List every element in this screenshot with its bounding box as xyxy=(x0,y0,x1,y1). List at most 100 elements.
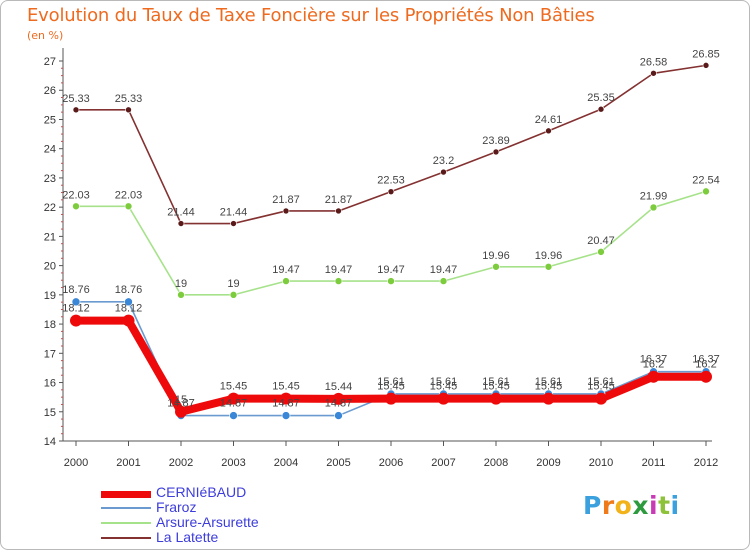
data-label-fraroz: 18.76 xyxy=(62,284,90,296)
data-point-arsure-arsurette xyxy=(177,291,185,299)
x-tick-label: 2010 xyxy=(589,457,613,469)
data-label-cerni-baud: 15 xyxy=(175,394,187,406)
y-tick-label: 17 xyxy=(44,348,56,360)
data-label-arsure-arsurette: 22.03 xyxy=(115,189,143,201)
data-point-la-latette xyxy=(702,62,710,69)
data-point-arsure-arsurette xyxy=(387,277,395,285)
data-label-cerni-baud: 18.12 xyxy=(62,303,90,315)
y-tick-label: 18 xyxy=(44,319,56,331)
data-label-la-latette: 26.58 xyxy=(640,56,668,68)
data-label-arsure-arsurette: 19.47 xyxy=(325,264,353,276)
data-point-la-latette xyxy=(650,69,657,77)
data-point-la-latette xyxy=(440,168,447,176)
line-chart: 14 15 16 17 18 19 20 21 22 23 24 25 26 27 2000 2001 2002… xyxy=(44,48,720,469)
data-point-cerni-baud xyxy=(490,392,502,405)
y-tick-label: 14 xyxy=(44,436,56,448)
data-label-la-latette: 25.33 xyxy=(62,93,90,105)
data-label-arsure-arsurette: 21.99 xyxy=(640,190,668,202)
x-tick-label: 2004 xyxy=(274,457,298,469)
x-tick-label: 2008 xyxy=(484,457,508,469)
data-label-la-latette: 21.87 xyxy=(325,194,353,206)
legend-swatch-cerniebaud xyxy=(101,491,151,498)
data-label-cerni-baud: 15.45 xyxy=(482,381,510,393)
series-line-la-latette xyxy=(75,64,707,225)
data-point-arsure-arsurette xyxy=(124,202,133,211)
y-tick-label: 23 xyxy=(44,173,56,185)
data-label-arsure-arsurette: 20.47 xyxy=(587,235,615,247)
data-label-cerni-baud: 15.45 xyxy=(220,381,248,393)
data-label-la-latette: 25.33 xyxy=(115,93,143,105)
x-tick-label: 2003 xyxy=(221,457,245,469)
data-point-fraroz xyxy=(229,411,238,420)
data-label-la-latette: 21.87 xyxy=(272,194,300,206)
data-point-arsure-arsurette xyxy=(544,262,553,271)
data-point-cerni-baud xyxy=(542,392,555,405)
data-point-la-latette xyxy=(72,106,80,114)
data-label-la-latette: 26.85 xyxy=(692,48,720,60)
y-tick-label: 25 xyxy=(44,114,56,126)
y-tick-label: 27 xyxy=(44,56,56,68)
y-tick-label: 20 xyxy=(44,261,56,273)
data-label-arsure-arsurette: 19.47 xyxy=(377,264,405,276)
data-label-cerni-baud: 15.45 xyxy=(377,381,405,393)
data-point-la-latette xyxy=(230,220,237,227)
data-point-la-latette xyxy=(282,207,290,215)
y-axis-unit: (en %) xyxy=(27,29,64,42)
logo-letter: x xyxy=(632,491,649,520)
x-tick-label: 2002 xyxy=(169,457,193,469)
data-point-cerni-baud xyxy=(595,392,607,405)
data-point-cerni-baud xyxy=(385,392,397,405)
data-point-arsure-arsurette xyxy=(72,202,80,211)
data-label-la-latette: 21.44 xyxy=(167,207,195,219)
y-tick-label: 16 xyxy=(44,378,56,390)
data-label-la-latette: 25.35 xyxy=(587,92,615,104)
data-label-arsure-arsurette: 19 xyxy=(227,278,239,290)
data-point-cerni-baud xyxy=(227,392,240,405)
data-label-la-latette: 22.53 xyxy=(377,175,405,187)
x-tick-label: 2007 xyxy=(431,457,455,469)
x-tick-label: 2000 xyxy=(64,457,88,469)
y-tick-label: 15 xyxy=(44,407,56,419)
x-tick-label: 2005 xyxy=(326,457,350,469)
data-point-fraroz xyxy=(71,297,81,307)
data-label-la-latette: 23.2 xyxy=(433,155,454,167)
data-point-la-latette xyxy=(492,148,500,156)
data-label-cerni-baud: 16.2 xyxy=(695,359,716,371)
legend-label-cerniebaud: CERNIéBAUD xyxy=(156,484,247,500)
data-point-arsure-arsurette xyxy=(649,203,658,212)
x-tick-label: 2012 xyxy=(694,457,718,469)
data-label-fraroz: 14.87 xyxy=(325,398,353,410)
data-point-fraroz xyxy=(124,297,133,307)
y-tick-label: 26 xyxy=(44,85,56,97)
data-point-la-latette xyxy=(597,105,605,113)
data-point-cerni-baud xyxy=(437,392,450,405)
data-point-arsure-arsurette xyxy=(334,277,343,285)
data-label-fraroz: 14.87 xyxy=(220,398,248,410)
data-label-fraroz: 16.37 xyxy=(692,354,720,366)
data-label-cerni-baud: 15.44 xyxy=(325,381,353,393)
logo-letter: t xyxy=(658,491,671,520)
data-label-arsure-arsurette: 19.96 xyxy=(535,250,563,262)
data-label-arsure-arsurette: 19.47 xyxy=(430,264,458,276)
logo-letter: r xyxy=(601,491,615,520)
data-label-fraroz: 15.61 xyxy=(535,376,563,388)
y-tick-label: 21 xyxy=(44,231,56,243)
data-point-la-latette xyxy=(177,220,185,227)
data-label-cerni-baud: 15.45 xyxy=(272,381,300,393)
logo-letter: i xyxy=(649,491,659,520)
data-point-la-latette xyxy=(387,188,395,195)
data-label-la-latette: 21.44 xyxy=(220,207,248,219)
data-point-cerni-baud xyxy=(647,370,660,383)
data-label-fraroz: 15.61 xyxy=(377,376,405,388)
data-point-arsure-arsurette xyxy=(439,277,448,285)
y-tick-label: 22 xyxy=(44,202,56,214)
data-label-arsure-arsurette: 19.47 xyxy=(272,264,300,276)
data-label-fraroz: 15.61 xyxy=(430,376,458,388)
y-tick-label: 24 xyxy=(44,144,56,156)
data-point-cerni-baud xyxy=(175,405,187,418)
data-point-arsure-arsurette xyxy=(229,291,238,299)
data-label-fraroz: 18.76 xyxy=(115,284,143,296)
data-label-cerni-baud: 15.45 xyxy=(430,381,458,393)
x-tick-label: 2006 xyxy=(379,457,403,469)
data-point-arsure-arsurette xyxy=(597,248,605,256)
